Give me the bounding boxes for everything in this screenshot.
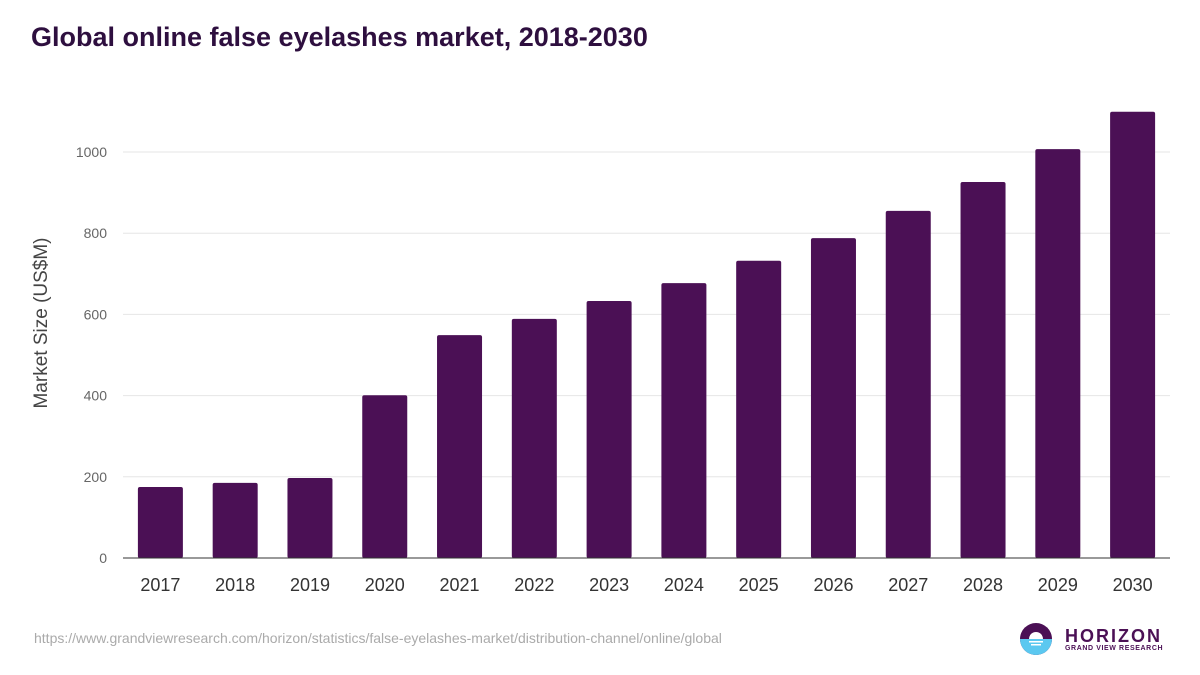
bar-2022 — [511, 318, 557, 558]
x-tick-label: 2018 — [215, 575, 255, 595]
horizon-logo: HORIZON GRAND VIEW RESEARCH — [1019, 622, 1163, 656]
x-tick-label: 2017 — [140, 575, 180, 595]
bar-2020 — [362, 395, 408, 558]
bar-2019 — [287, 478, 333, 558]
bar-2023 — [586, 301, 632, 558]
x-tick-label: 2026 — [813, 575, 853, 595]
bar-2027 — [885, 210, 931, 558]
horizon-logo-icon — [1020, 623, 1052, 655]
bar-2024 — [661, 283, 707, 558]
source-url[interactable]: https://www.grandviewresearch.com/horizo… — [34, 630, 722, 646]
x-tick-label: 2028 — [963, 575, 1003, 595]
bar-2025 — [736, 260, 782, 558]
y-axis-label: Market Size (US$M) — [31, 237, 52, 408]
bar-2018 — [212, 482, 258, 558]
bar-2030 — [1110, 111, 1156, 558]
x-tick-label: 2022 — [514, 575, 554, 595]
bar-2017 — [137, 486, 183, 558]
x-tick-label: 2023 — [589, 575, 629, 595]
x-tick-label: 2020 — [365, 575, 405, 595]
y-tick-label: 800 — [84, 225, 108, 241]
chart-title: Global online false eyelashes market, 20… — [31, 22, 648, 52]
x-tick-label: 2027 — [888, 575, 928, 595]
x-tick-label: 2025 — [739, 575, 779, 595]
x-tick-label: 2024 — [664, 575, 704, 595]
y-tick-label: 600 — [84, 306, 108, 322]
y-tick-label: 0 — [99, 550, 107, 566]
logo-name: HORIZON — [1065, 625, 1162, 646]
bar-2026 — [810, 238, 856, 558]
bar-2029 — [1035, 149, 1081, 558]
x-tick-label: 2030 — [1113, 575, 1153, 595]
y-tick-label: 200 — [84, 469, 108, 485]
y-tick-label: 400 — [84, 388, 108, 404]
x-tick-label: 2029 — [1038, 575, 1078, 595]
bar-2028 — [960, 182, 1006, 558]
y-tick-label: 1000 — [76, 144, 107, 160]
bar-2021 — [437, 335, 483, 558]
x-tick-label: 2019 — [290, 575, 330, 595]
logo-tagline: GRAND VIEW RESEARCH — [1065, 644, 1164, 652]
x-tick-label: 2021 — [440, 575, 480, 595]
